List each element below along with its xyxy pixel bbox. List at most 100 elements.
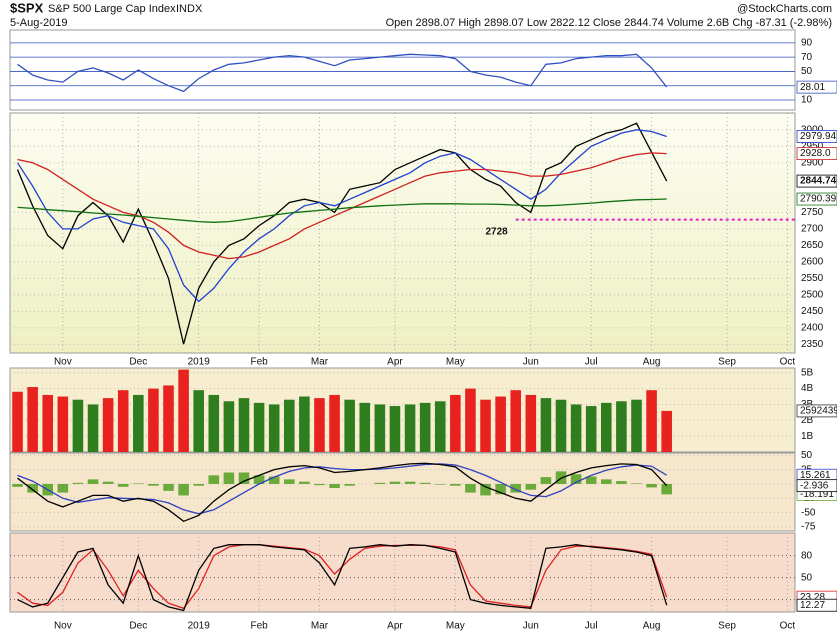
y-tick-label: 2700 <box>801 224 824 235</box>
date: 5-Aug-2019 <box>10 17 68 29</box>
x-tick-label: Aug <box>643 621 661 632</box>
bar <box>163 385 174 452</box>
y-tick-label: 80 <box>801 550 813 561</box>
x-tick-label: Oct <box>780 357 796 368</box>
x-tick-label: Jul <box>585 621 598 632</box>
x-tick-label: May <box>446 621 465 632</box>
y-tick-label: 4B <box>801 383 814 394</box>
y-tick-label: 50 <box>801 572 813 583</box>
bar <box>646 483 657 488</box>
bar <box>163 483 174 491</box>
bar <box>117 483 129 487</box>
bar <box>299 481 310 484</box>
bar <box>268 476 280 484</box>
last-value-box <box>796 174 837 188</box>
bar <box>434 401 446 452</box>
last-value-label: 2592439 <box>800 406 837 417</box>
bar <box>480 483 491 496</box>
last-value-label: 2979.94 <box>800 131 837 142</box>
bar <box>465 483 476 493</box>
bar <box>480 399 491 452</box>
bar <box>193 483 204 486</box>
bar <box>42 394 54 452</box>
last-value-label: 2844.74 <box>800 176 837 187</box>
series-line <box>17 198 667 223</box>
bar <box>616 481 627 484</box>
bar <box>27 387 38 452</box>
bar <box>12 391 23 452</box>
bar <box>253 475 265 484</box>
bar <box>404 481 416 484</box>
bar <box>344 483 355 486</box>
bar <box>540 398 552 452</box>
bar <box>419 402 431 452</box>
last-value-box <box>796 598 837 612</box>
bar <box>27 483 38 493</box>
bar <box>178 369 189 452</box>
x-tick-label: Feb <box>250 357 268 368</box>
bar <box>133 394 144 452</box>
bar <box>148 388 159 452</box>
series-line <box>17 463 668 515</box>
bar <box>117 390 129 452</box>
last-value-label: 23.28 <box>800 592 825 603</box>
y-tick-label: 50 <box>801 66 813 77</box>
last-value-label: 28.01 <box>800 82 825 93</box>
x-tick-label: Sep <box>718 621 736 632</box>
x-tick-label: Nov <box>54 621 72 632</box>
y-tick-label: 2400 <box>801 323 824 334</box>
bar <box>434 483 446 485</box>
y-tick-label: 2600 <box>801 257 824 268</box>
bar <box>87 479 99 484</box>
x-tick-label: Mar <box>311 621 329 632</box>
bar <box>631 483 642 484</box>
bar <box>12 483 23 487</box>
y-tick-label: -75 <box>801 522 816 533</box>
x-tick-label: Apr <box>387 621 403 632</box>
index-name: S&P 500 Large Cap Index <box>48 3 176 15</box>
bar <box>193 390 204 452</box>
series-line <box>17 152 667 260</box>
bar <box>102 481 114 484</box>
bar <box>661 483 672 495</box>
watermark: @StockCharts.com <box>737 3 832 15</box>
last-value-label: -18.191 <box>800 489 834 500</box>
bar <box>102 398 114 452</box>
bar <box>495 483 506 495</box>
y-tick-label: 2650 <box>801 240 824 251</box>
bar <box>404 404 416 452</box>
x-tick-label: Oct <box>780 621 796 632</box>
bar <box>72 482 84 484</box>
last-value-box <box>796 130 837 143</box>
x-tick-label: Dec <box>129 621 147 632</box>
y-tick-label: 70 <box>801 52 813 63</box>
series-line <box>16 122 668 345</box>
x-tick-label: Apr <box>387 357 403 368</box>
bar <box>525 483 537 490</box>
series-line <box>17 462 668 523</box>
x-tick-label: Mar <box>311 357 329 368</box>
bar <box>359 402 371 452</box>
annotation-label: 2728 <box>485 226 508 237</box>
last-value-label: -2.936 <box>800 480 829 491</box>
bar <box>329 394 340 452</box>
last-value-label: 2928.0 <box>800 148 831 159</box>
bar <box>525 394 537 452</box>
x-tick-label: Feb <box>250 621 268 632</box>
bar <box>419 482 431 484</box>
x-tick-label: Dec <box>129 357 147 368</box>
quote: Open 2898.07 High 2898.07 Low 2822.12 Cl… <box>386 17 832 29</box>
symbol: $SPX <box>10 0 44 15</box>
last-value-label: 15.261 <box>800 470 831 481</box>
bar <box>253 402 265 452</box>
y-tick-label: 90 <box>801 37 813 48</box>
bar <box>57 483 69 493</box>
panel <box>9 29 796 111</box>
last-value-box <box>796 147 837 161</box>
y-tick-label: 5B <box>801 367 814 378</box>
bar <box>178 483 189 496</box>
x-tick-label: 2019 <box>188 621 211 632</box>
y-tick-label: 50 <box>801 450 813 461</box>
